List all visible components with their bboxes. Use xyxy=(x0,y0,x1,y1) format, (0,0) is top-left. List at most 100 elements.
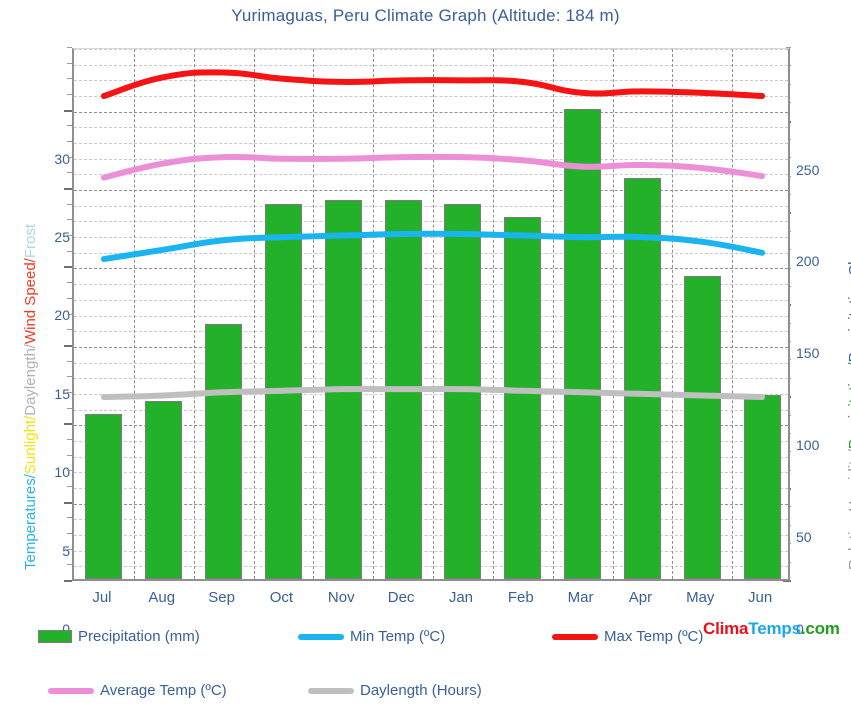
left-axis-caption-part-2: Daylength/ xyxy=(22,344,39,416)
left-tick-mark xyxy=(67,376,72,378)
grid-line-v xyxy=(433,49,434,579)
legend-item-precipitation-mm[interactable]: Precipitation (mm) xyxy=(38,628,200,645)
right-axis-caption-part-1: Precipitation/ xyxy=(846,362,851,450)
right-tick-50: 50 xyxy=(796,529,812,546)
left-tick-5: 5 xyxy=(62,542,70,559)
left-tick-mark xyxy=(67,282,72,284)
legend-label: Daylength (Hours) xyxy=(360,682,482,699)
grid-line-h xyxy=(74,315,788,317)
grid-line-h xyxy=(74,440,788,442)
left-tick-mark xyxy=(67,532,72,534)
x-label-dec: Dec xyxy=(387,589,415,606)
left-tick-mark xyxy=(67,235,72,237)
left-axis-caption: Temperatures/Sunlight/Daylength/Wind Spe… xyxy=(22,224,39,570)
legend-item-daylength-hours[interactable]: Daylength (Hours) xyxy=(308,682,482,699)
grid-line-v xyxy=(313,49,315,579)
x-label-sep: Sep xyxy=(208,589,235,606)
grid-line-h xyxy=(74,378,788,380)
grid-line-v xyxy=(732,49,734,579)
grid-line-h xyxy=(74,393,788,395)
grid-line-h xyxy=(74,331,788,333)
left-tick-mark xyxy=(67,329,72,331)
left-tick-15: 15 xyxy=(54,385,70,402)
grid-line-v xyxy=(133,49,135,579)
left-tick-mark xyxy=(67,485,72,487)
grid-line-h xyxy=(74,268,788,270)
legend-label: Precipitation (mm) xyxy=(78,628,200,645)
left-axis-caption-part-3: Wind Speed/ xyxy=(22,258,39,345)
grid-line-h xyxy=(74,64,788,66)
x-label-jan: Jan xyxy=(448,589,473,606)
left-tick-20: 20 xyxy=(54,307,70,324)
grid-line-h xyxy=(74,284,788,286)
grid-line-h xyxy=(74,174,788,176)
right-tick-200: 200 xyxy=(796,253,820,270)
grid-line-h xyxy=(74,472,788,474)
line-average-temp-c xyxy=(100,153,766,181)
legend-swatch-bar xyxy=(38,630,72,643)
line-min-temp-c xyxy=(100,230,766,263)
left-tick-mark xyxy=(64,188,72,191)
legend-swatch-line xyxy=(298,633,344,640)
grid-line-v xyxy=(672,49,674,579)
left-tick-mark xyxy=(67,94,72,96)
plot-area xyxy=(72,48,790,581)
left-tick-mark xyxy=(67,203,72,205)
left-tick-0: 0 xyxy=(62,621,70,637)
left-tick-mark xyxy=(67,219,72,221)
left-tick-10: 10 xyxy=(54,464,70,481)
grid-line-v xyxy=(612,49,614,579)
x-label-feb: Feb xyxy=(507,589,534,606)
grid-line-h xyxy=(74,49,788,50)
left-tick-mark xyxy=(67,156,72,158)
grid-line-h xyxy=(74,205,788,207)
left-tick-mark xyxy=(67,470,72,472)
left-tick-mark xyxy=(67,125,72,127)
x-label-nov: Nov xyxy=(327,589,355,606)
grid-line-v xyxy=(193,49,195,579)
left-tick-mark xyxy=(67,78,72,80)
grid-line-h xyxy=(74,127,788,129)
right-tick-mark xyxy=(783,580,791,582)
left-tick-mark xyxy=(64,109,72,112)
left-tick-mark xyxy=(67,141,72,143)
right-tick-100: 100 xyxy=(796,437,820,454)
line-max-temp-c xyxy=(100,69,766,100)
x-label-mar: Mar xyxy=(567,589,594,606)
grid-line-v xyxy=(552,49,554,579)
left-tick-mark xyxy=(64,501,72,504)
grid-line-h xyxy=(74,566,788,568)
grid-line-v xyxy=(373,49,375,579)
x-label-oct: Oct xyxy=(269,589,294,606)
left-tick-30: 30 xyxy=(54,150,70,167)
legend-label: Min Temp (ºC) xyxy=(350,628,446,645)
legend-item-max-temp-c[interactable]: Max Temp (ºC) xyxy=(552,628,703,645)
right-axis-tick-labels: 0 50 100 150 200 250 xyxy=(796,48,836,637)
right-tick-150: 150 xyxy=(796,345,820,362)
bar-jul xyxy=(85,413,123,579)
grid-line-h xyxy=(74,299,788,301)
left-tick-mark xyxy=(64,266,72,269)
legend-item-min-temp-c[interactable]: Min Temp (ºC) xyxy=(298,628,445,645)
grid-line-h xyxy=(74,456,788,458)
left-tick-mark xyxy=(64,580,72,582)
left-tick-mark xyxy=(67,360,72,362)
right-tick-0: 0 xyxy=(796,621,804,637)
left-tick-mark xyxy=(67,172,72,174)
left-tick-mark xyxy=(67,548,72,550)
right-axis-caption: Relative Humidity/Precipitation/Precipit… xyxy=(846,224,851,570)
climatemps-logo[interactable]: ClimaTemps.com xyxy=(703,619,840,639)
grid-line-v xyxy=(253,49,255,579)
legend-item-average-temp-c[interactable]: Average Temp (ºC) xyxy=(48,682,227,699)
x-axis-labels: Jul Aug Sep Oct Nov Dec Jan Feb Mar Apr May Jun xyxy=(72,589,790,613)
left-axis-tick-labels: 0 5 10 15 20 25 30 xyxy=(50,48,70,637)
x-label-jul: Jul xyxy=(92,589,112,606)
grid-line-h xyxy=(74,362,788,364)
right-tick-250: 250 xyxy=(796,161,820,178)
bar-mar xyxy=(564,108,602,579)
bar-feb xyxy=(504,216,542,579)
page-title: Yurimaguas, Peru Climate Graph (Altitude… xyxy=(231,6,620,25)
grid-line-h xyxy=(74,143,788,145)
grid-line-h xyxy=(74,503,788,505)
